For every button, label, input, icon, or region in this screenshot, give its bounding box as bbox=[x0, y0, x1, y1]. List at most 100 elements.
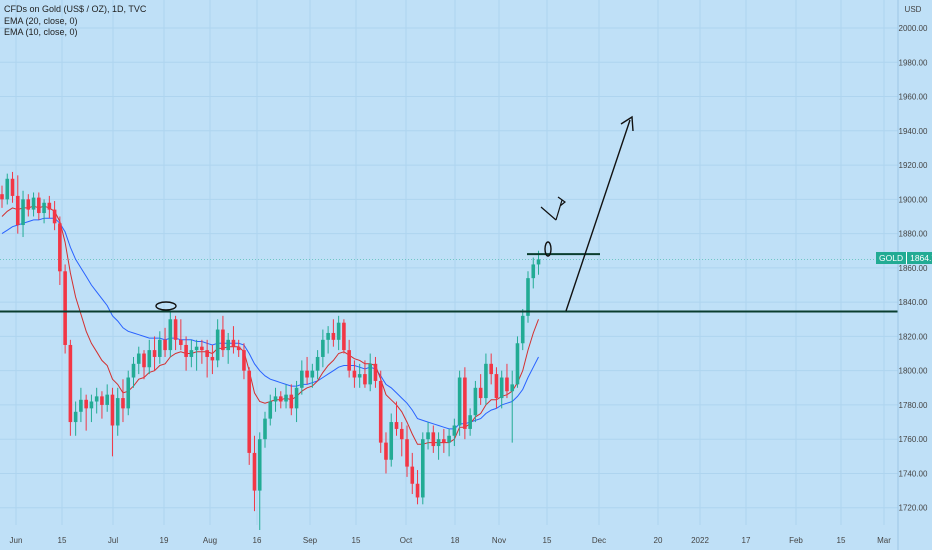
candle-body bbox=[436, 439, 441, 447]
time-tick-label: Jun bbox=[10, 536, 23, 545]
small-arrow-drawing[interactable] bbox=[540, 196, 566, 221]
candle bbox=[342, 319, 346, 354]
price-axis[interactable]: USD 1720.00 1740.00 1760.00 1780.00 1800.00 1… bbox=[897, 0, 928, 550]
candle-body bbox=[478, 387, 483, 399]
candle bbox=[31, 192, 36, 217]
candle-body bbox=[273, 396, 278, 402]
time-tick-label: Nov bbox=[492, 536, 506, 545]
candle-body bbox=[21, 199, 25, 226]
candle bbox=[505, 363, 509, 399]
candle bbox=[520, 308, 525, 351]
candle-body bbox=[179, 339, 183, 345]
candle-body bbox=[163, 339, 167, 351]
candle bbox=[384, 432, 388, 474]
candle bbox=[173, 315, 178, 351]
legend-ema20: EMA (20, close, 0) bbox=[4, 15, 78, 26]
candle bbox=[278, 391, 283, 409]
time-tick-label: 18 bbox=[451, 536, 460, 545]
candle bbox=[242, 343, 246, 380]
price-tick-label: 1920.00 bbox=[899, 161, 928, 170]
candle-body bbox=[42, 202, 46, 214]
candle-body bbox=[263, 418, 267, 440]
time-tick-label: 15 bbox=[543, 536, 552, 545]
candle bbox=[84, 394, 88, 431]
candle-body bbox=[421, 439, 425, 498]
candle-body bbox=[294, 387, 299, 409]
circle-annotation-left[interactable] bbox=[155, 301, 177, 311]
price-axis-unit: USD bbox=[905, 5, 922, 14]
last-price-badge: GOLD 1864.74 bbox=[876, 252, 932, 264]
candle bbox=[121, 379, 125, 423]
candle-body bbox=[10, 178, 15, 196]
time-axis[interactable]: Jun 15 Jul 19 Aug 16 Sep 15 Oct 18 Nov 15 Dec 20 2022 1… bbox=[10, 536, 892, 545]
candle-body bbox=[247, 370, 252, 453]
price-tick-label: 2000.00 bbox=[899, 24, 928, 33]
candle bbox=[310, 363, 315, 388]
candle-body bbox=[152, 350, 157, 357]
candle-body bbox=[526, 278, 530, 316]
candle bbox=[15, 175, 20, 234]
candle bbox=[526, 271, 530, 323]
candle-body bbox=[357, 374, 362, 378]
candle-body bbox=[105, 394, 109, 405]
candle-body bbox=[289, 394, 294, 409]
candle bbox=[47, 195, 52, 219]
candle bbox=[94, 387, 99, 414]
candle bbox=[110, 387, 115, 457]
candle-body bbox=[278, 396, 283, 402]
candle-body bbox=[194, 346, 199, 351]
candle-body bbox=[300, 370, 304, 388]
horizontal-levels[interactable] bbox=[0, 253, 898, 313]
candle-body bbox=[515, 343, 520, 385]
candle-body bbox=[226, 339, 230, 351]
candle-body bbox=[457, 377, 462, 426]
price-tick-label: 1980.00 bbox=[899, 58, 928, 67]
candle bbox=[268, 394, 273, 426]
candle bbox=[236, 339, 241, 357]
candle-body bbox=[205, 350, 209, 357]
price-tick-label: 1720.00 bbox=[899, 504, 928, 513]
candle bbox=[347, 339, 351, 378]
candle bbox=[147, 339, 152, 375]
hand-drawings[interactable] bbox=[155, 115, 634, 312]
price-tick-label: 1960.00 bbox=[899, 93, 928, 102]
candle-body bbox=[184, 344, 188, 357]
candle-body bbox=[215, 329, 220, 361]
candle bbox=[257, 432, 262, 531]
candle-body bbox=[268, 401, 273, 419]
candle-body bbox=[336, 322, 341, 340]
candle bbox=[336, 315, 341, 351]
candle-body bbox=[363, 374, 367, 385]
candle bbox=[68, 339, 73, 436]
price-tick-label: 1820.00 bbox=[899, 332, 928, 341]
candle-body bbox=[463, 377, 467, 429]
time-tick-label: 17 bbox=[742, 536, 751, 545]
candle bbox=[73, 401, 78, 436]
candle-body bbox=[142, 353, 146, 368]
candle bbox=[415, 470, 420, 505]
candle-body bbox=[79, 399, 83, 412]
candle bbox=[468, 408, 472, 436]
candle bbox=[210, 344, 215, 375]
legend-ema10: EMA (10, close, 0) bbox=[4, 27, 78, 37]
candle-body bbox=[31, 197, 36, 210]
candle bbox=[89, 394, 94, 423]
candle-body bbox=[126, 377, 131, 409]
circle-annotation-right[interactable] bbox=[544, 241, 552, 257]
trend-arrow-head[interactable] bbox=[620, 115, 634, 132]
candle bbox=[247, 367, 252, 465]
price-tick-label: 1880.00 bbox=[899, 230, 928, 239]
time-tick-label: 19 bbox=[160, 536, 169, 545]
candle bbox=[352, 360, 357, 388]
candle-body bbox=[73, 411, 78, 423]
candle-body bbox=[452, 425, 457, 436]
trend-arrow-line[interactable] bbox=[565, 119, 631, 312]
candle bbox=[42, 199, 46, 224]
candle-body bbox=[342, 322, 346, 351]
candle bbox=[436, 432, 441, 460]
price-tick-label: 1800.00 bbox=[899, 367, 928, 376]
candle bbox=[394, 401, 399, 436]
candle bbox=[357, 363, 362, 388]
candle-body bbox=[284, 394, 288, 402]
